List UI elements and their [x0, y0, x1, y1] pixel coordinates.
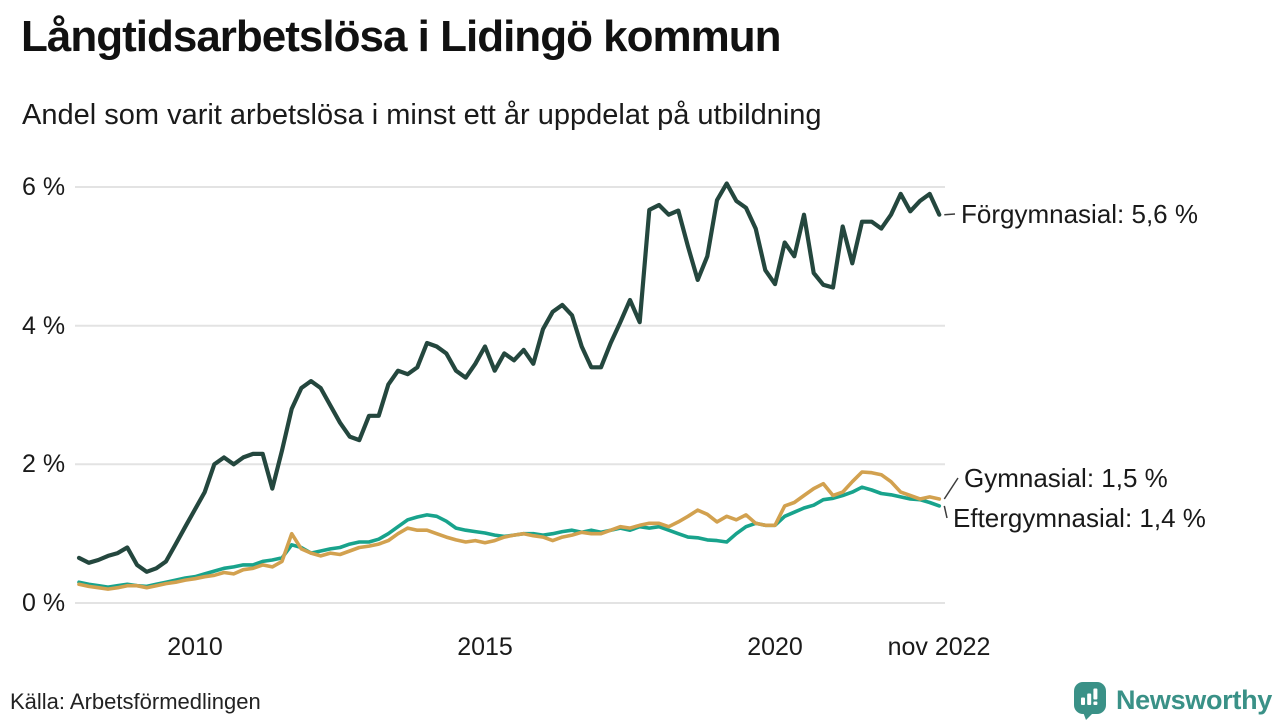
x-axis-label-1: 2015 [457, 633, 513, 661]
series-end-label-eftergymnasial: Eftergymnasial: 1,4 % [953, 503, 1206, 533]
y-axis-label-6: 6 % [22, 173, 66, 201]
newsworthy-logo: Newsworthy [1073, 680, 1272, 720]
series-end-label-gymnasial: Gymnasial: 1,5 % [964, 463, 1168, 493]
logo-bubble-tail [1082, 711, 1094, 720]
chart-title: Långtidsarbetslösa i Lidingö kommun [21, 12, 782, 61]
bar-chart-exclamation-icon [1080, 688, 1098, 705]
chart-subtitle: Andel som varit arbetslösa i minst ett å… [22, 99, 822, 131]
y-axis-label-2: 2 % [22, 450, 66, 479]
x-axis-label-2: 2020 [747, 633, 803, 661]
y-axis-label-0: 0 % [22, 589, 66, 617]
series-end-label-frgymnasial: Förgymnasial: 5,6 % [961, 199, 1198, 229]
newsworthy-logo-icon [1073, 681, 1106, 720]
x-axis-label-3: nov 2022 [887, 633, 991, 661]
source-note: Källa: Arbetsförmedlingen [10, 689, 261, 714]
y-axis-label-4: 4 % [22, 311, 66, 340]
x-axis-label-0: 2010 [167, 633, 223, 661]
newsworthy-wordmark: Newsworthy [1115, 684, 1272, 715]
